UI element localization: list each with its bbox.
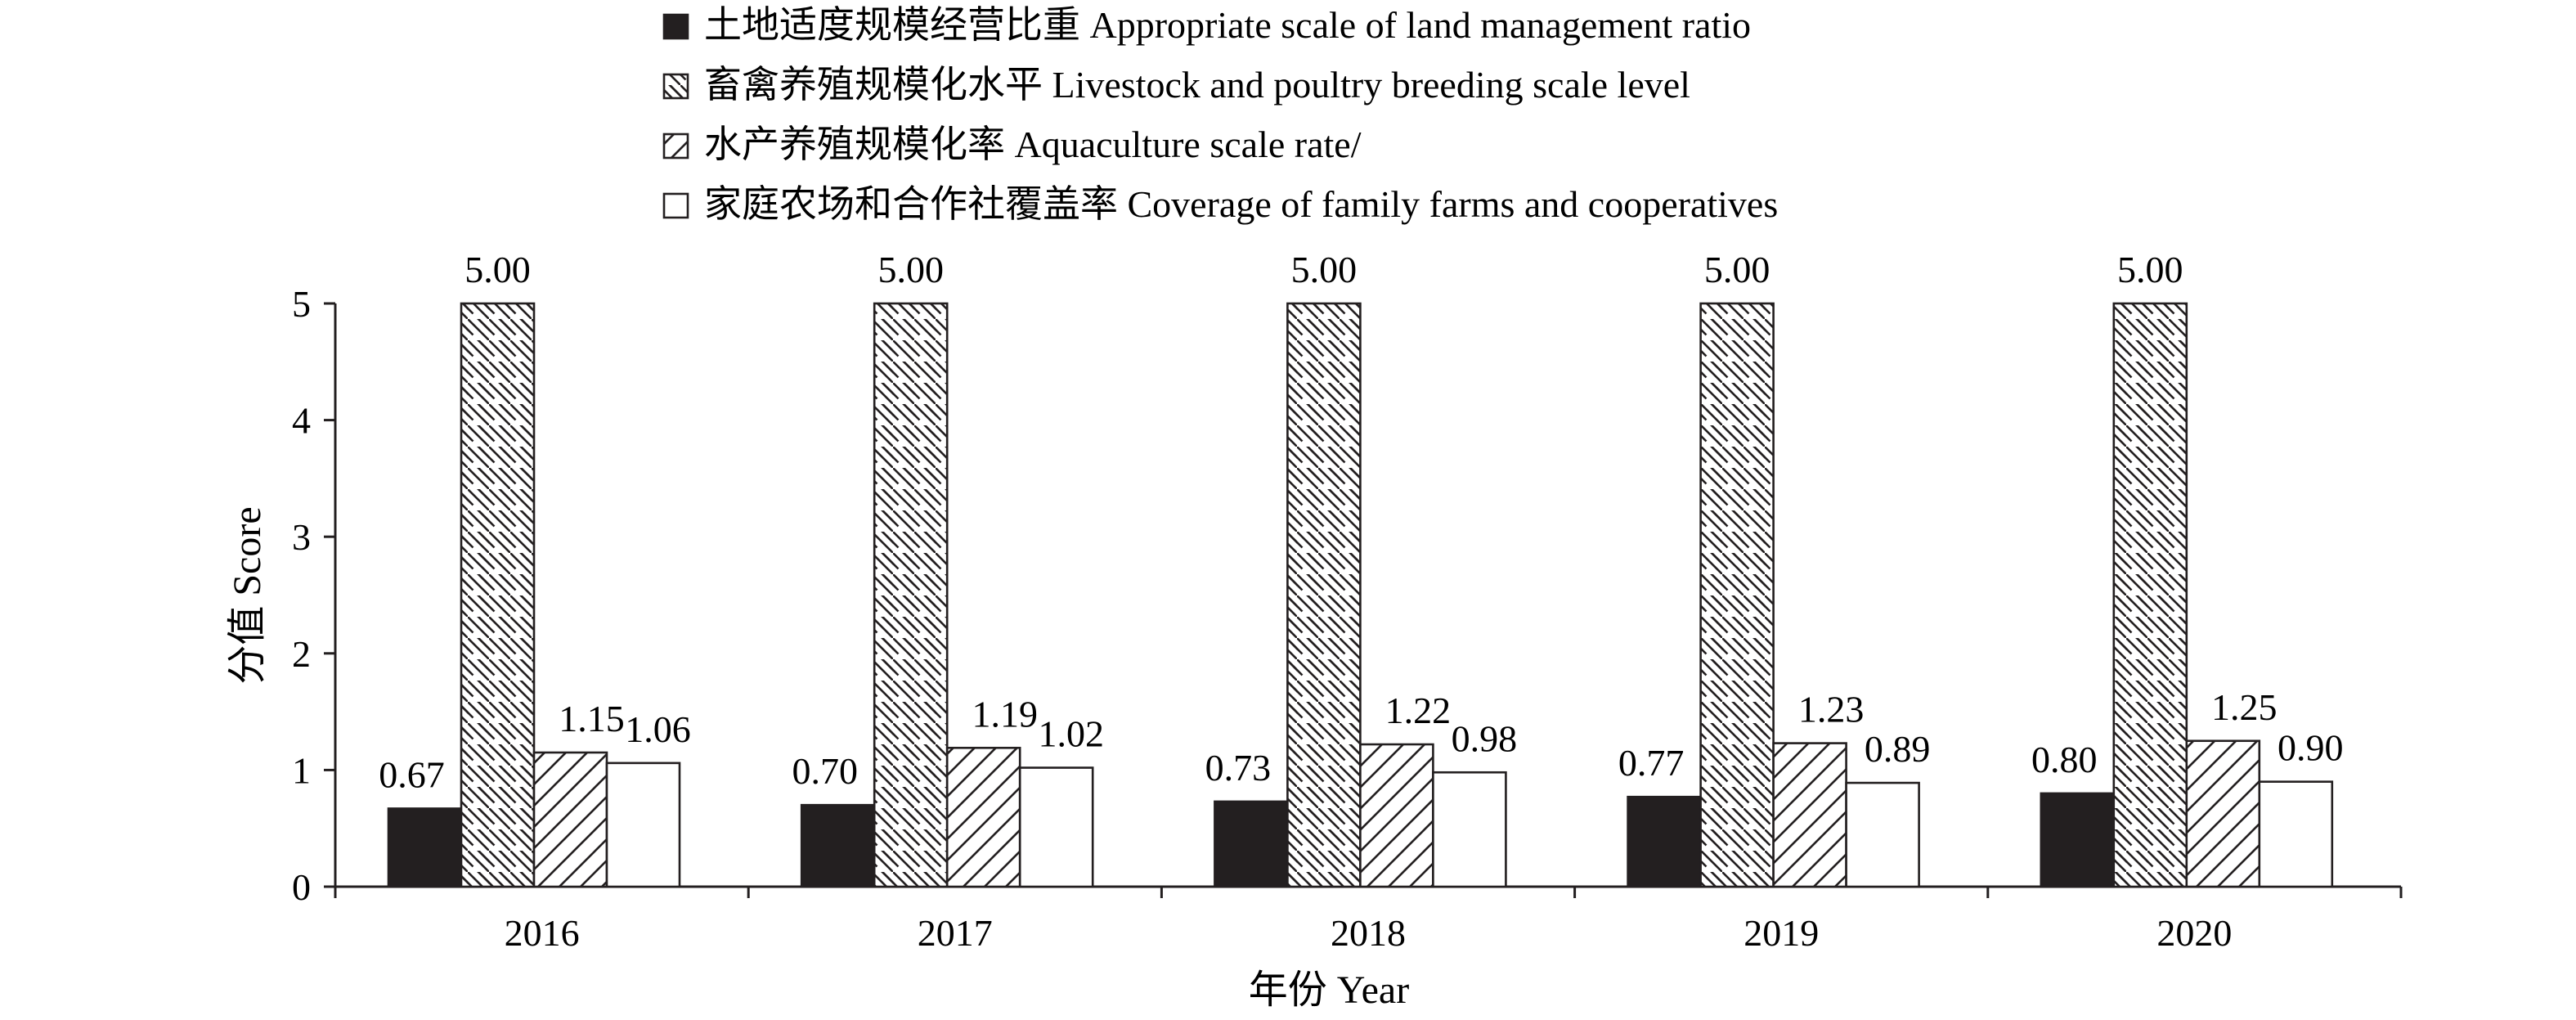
data-label: 0.98 [1452, 717, 1518, 759]
bar-series-1 [800, 803, 876, 888]
data-label: 0.67 [379, 753, 445, 795]
data-label: 0.90 [2278, 727, 2344, 769]
data-label: 1.06 [625, 708, 691, 750]
data-label: 0.77 [1618, 742, 1685, 784]
data-label: 1.25 [2211, 686, 2278, 728]
x-tick-label: 2019 [1744, 912, 1819, 954]
bar-series-3 [1359, 743, 1434, 888]
data-label: 5.00 [877, 249, 944, 290]
bar-series-4 [1432, 771, 1507, 888]
data-label: 1.23 [1798, 689, 1865, 730]
data-label: 1.02 [1038, 713, 1104, 755]
legend-swatch [662, 192, 689, 219]
bar-series-4 [2258, 780, 2334, 888]
bar-series-3 [945, 747, 1021, 888]
y-tick-label: 4 [292, 400, 311, 442]
x-axis-title: 年份 Year [1249, 968, 1409, 1012]
bar-series-2 [2112, 302, 2188, 888]
legend-swatch [662, 73, 689, 100]
bar-series-4 [605, 762, 681, 888]
y-tick-label: 2 [292, 633, 311, 675]
bar-series-4 [1018, 766, 1094, 888]
legend-label: 土地适度规模经营比重 Appropriate scale of land man… [704, 4, 1751, 46]
bar-series-2 [1699, 302, 1775, 888]
x-tick-label: 2020 [2156, 912, 2232, 954]
legend: 土地适度规模经营比重 Appropriate scale of land man… [662, 4, 1778, 225]
data-label: 0.89 [1865, 728, 1931, 770]
legend-swatch [662, 13, 689, 40]
legend-label: 水产养殖规模化率 Aquaculture scale rate/ [704, 124, 1362, 165]
data-label: 5.00 [464, 249, 531, 290]
y-axis-title: 分值 Score [226, 506, 269, 684]
y-tick-label: 0 [292, 866, 311, 908]
data-label: 0.73 [1205, 747, 1272, 789]
y-tick-label: 3 [292, 516, 311, 558]
x-tick-label: 2016 [505, 912, 580, 954]
data-label: 1.15 [559, 698, 625, 739]
bar-series-4 [1845, 781, 1920, 888]
legend-label: 畜禽养殖规模化水平 Livestock and poultry breeding… [704, 64, 1690, 106]
bar-series-2 [873, 302, 949, 888]
bar-series-1 [387, 807, 463, 888]
bar-series-2 [460, 302, 536, 888]
bar-series-3 [1772, 742, 1847, 888]
bar-series-1 [1627, 795, 1702, 888]
bar-series-3 [2185, 739, 2261, 888]
data-label: 0.80 [2031, 739, 2098, 780]
plot-area: 0 1 2 3 4 5 2016 2017 2018 2019 2020 0.67 0.70 0.73 0.… [292, 249, 2403, 954]
legend-swatch [662, 133, 689, 160]
bar-series-2 [1286, 302, 1362, 888]
x-tick-label: 2017 [918, 912, 993, 954]
bar-series-3 [532, 751, 608, 888]
x-tick-label: 2018 [1331, 912, 1406, 954]
data-label: 0.70 [792, 750, 858, 792]
data-label: 5.00 [1291, 249, 1358, 290]
y-tick-label: 5 [292, 283, 311, 325]
data-label: 1.22 [1385, 690, 1452, 731]
y-tick-label: 1 [292, 749, 311, 791]
bar-series-1 [2040, 792, 2116, 888]
legend-label: 家庭农场和合作社覆盖率 Coverage of family farms and… [704, 183, 1778, 225]
bar-series-1 [1214, 800, 1289, 888]
data-label: 1.19 [972, 693, 1038, 735]
data-label: 5.00 [1704, 249, 1770, 290]
data-label: 5.00 [2117, 249, 2183, 290]
